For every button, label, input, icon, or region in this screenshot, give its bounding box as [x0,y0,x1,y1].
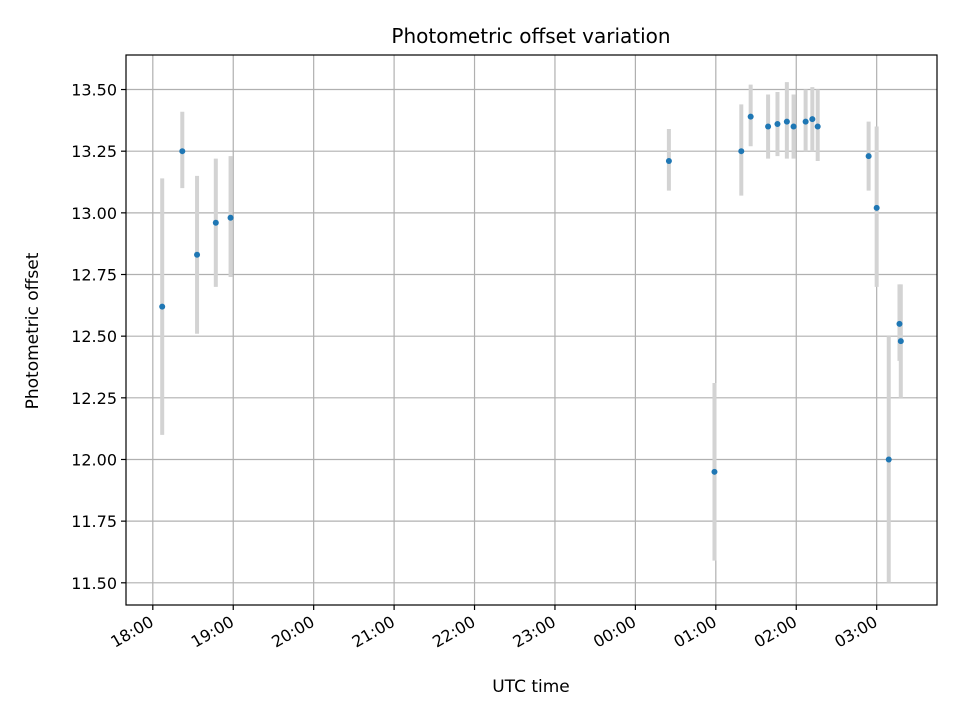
data-point [179,148,186,155]
y-tick-label: 13.00 [71,204,117,223]
data-point [783,118,790,125]
data-point [738,148,745,155]
data-point [873,204,880,211]
x-axis-title: UTC time [492,677,570,697]
data-point [212,219,219,226]
y-tick-label: 12.50 [71,327,117,346]
plot-frame [125,54,938,606]
chart-title: Photometric offset variation [391,24,670,48]
data-point [865,153,872,160]
data-point [802,118,809,125]
data-point [897,338,904,345]
data-point [665,158,672,165]
y-tick-label: 12.75 [71,266,117,285]
y-axis-title: Photometric offset [23,252,43,409]
data-point [774,121,781,128]
y-tick-label: 11.75 [71,512,117,531]
grid [126,55,937,605]
data-point [159,303,166,310]
data-point [814,123,821,130]
y-tick-label: 12.25 [71,389,117,408]
data-point [194,251,201,258]
y-tick-label: 12.00 [71,450,117,469]
data-point [790,123,797,130]
data-point [711,468,718,475]
data-point [765,123,772,130]
data-point [809,116,816,123]
data-point [885,456,892,463]
data-points [159,113,904,475]
y-tick-label: 13.50 [71,81,117,100]
y-tick-label: 11.50 [71,574,117,593]
data-point [747,113,754,120]
y-axis-ticks: 11.50 11.75 12.00 12.25 12.50 12.75 13.00 13.25… [71,81,126,593]
data-point [896,320,903,327]
data-point [227,214,234,221]
y-tick-label: 13.25 [71,142,117,161]
